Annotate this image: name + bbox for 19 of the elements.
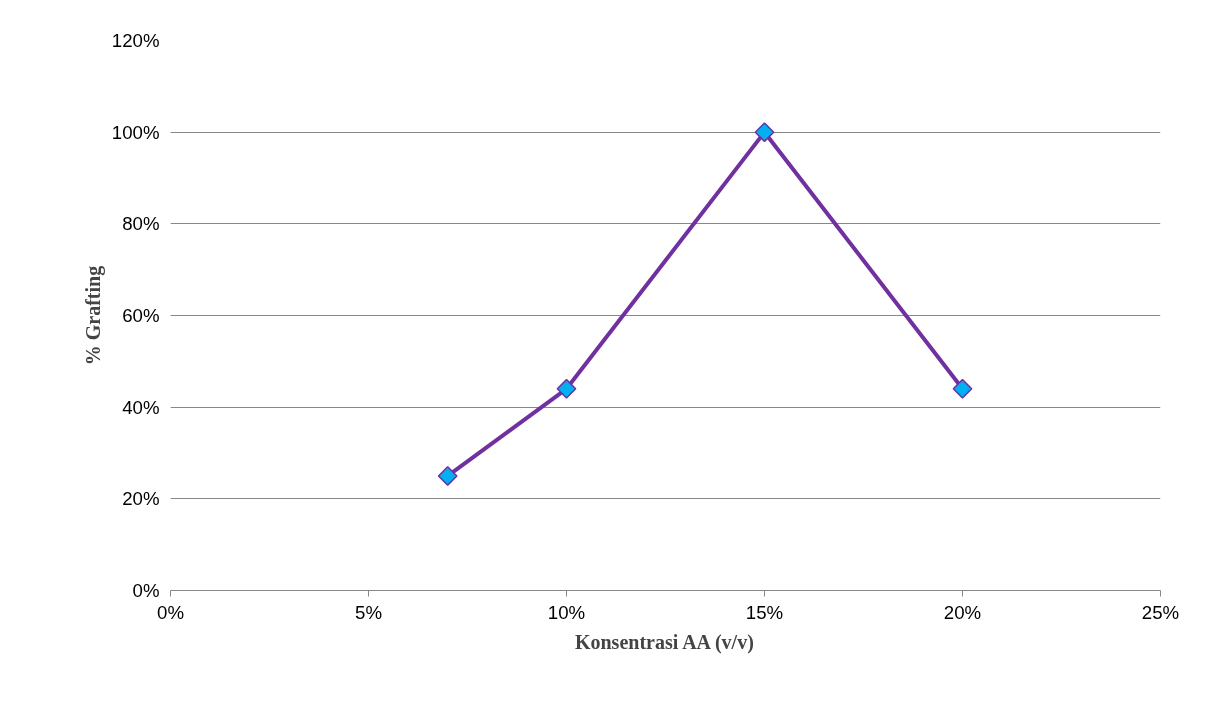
point (754, 122, 775, 143)
x-tick-label: 10% (547, 601, 586, 623)
y-tick-label: 0% (132, 580, 160, 601)
point (952, 378, 973, 399)
y-tick-label: 100% (111, 121, 160, 143)
y-tick-label: 60% (122, 305, 160, 326)
point (556, 378, 577, 399)
y-axis-title: % Grafting (81, 265, 105, 366)
x-tick-label: 15% (745, 601, 784, 623)
point (437, 465, 458, 486)
y-tick-label: 20% (122, 488, 160, 510)
x-tick-label: 0% (157, 601, 184, 623)
x-axis-title: Konsentrasi AA (v/v) (574, 630, 754, 654)
y-tick-label: 40% (122, 396, 160, 418)
x-tick-label: 5% (355, 601, 382, 623)
y-tick-label: 80% (122, 213, 160, 235)
y-tick-label: 120% (111, 30, 160, 51)
x-tick-label: 25% (1141, 601, 1180, 623)
x-tick-label: 20% (943, 601, 982, 623)
